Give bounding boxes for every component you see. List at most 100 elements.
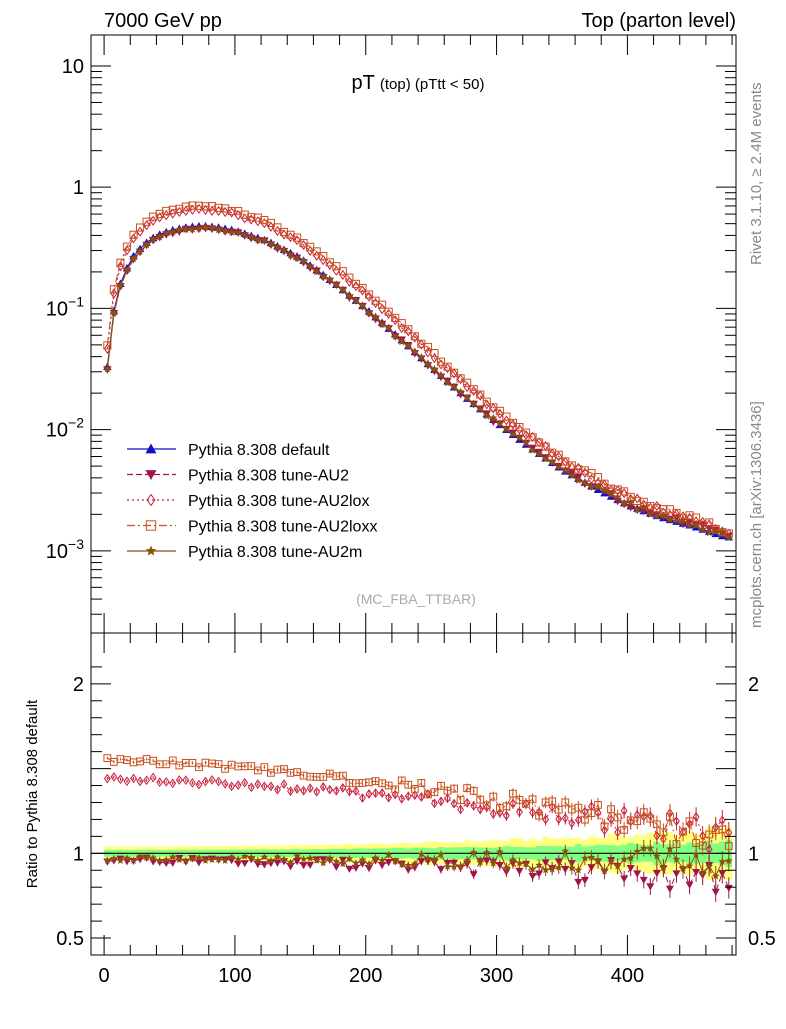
series-point-4	[266, 239, 275, 248]
series-point-3	[364, 290, 374, 299]
ratio-point-3	[626, 854, 635, 862]
ratio-point-1	[705, 844, 713, 855]
series-point-1	[371, 315, 380, 324]
series-point-4	[397, 337, 406, 346]
series-point-3	[541, 442, 550, 451]
ratio-point-0	[469, 871, 478, 879]
series-point-4	[535, 449, 544, 458]
series-point-3	[528, 433, 537, 442]
ratio-point-3	[548, 865, 556, 873]
ratio-point-1	[202, 776, 209, 787]
series-point-4	[639, 503, 648, 511]
ratio-point-1	[293, 784, 301, 794]
series-point-3	[103, 341, 112, 350]
ratio-point-0	[633, 870, 642, 878]
ratio-point-3	[424, 854, 432, 862]
series-point-2	[411, 332, 419, 343]
main-series	[103, 201, 734, 542]
ratio-point-2	[404, 780, 413, 789]
ratio-point-1	[267, 781, 275, 792]
series-point-2	[620, 488, 628, 499]
ratio-point-2	[522, 799, 530, 808]
ratio-point-1	[319, 782, 327, 792]
series-point-3	[436, 357, 446, 366]
ratio-point-1	[260, 781, 268, 792]
legend-marker-4	[145, 545, 157, 556]
ratio-point-2	[509, 789, 517, 798]
series-point-2	[103, 343, 111, 354]
ratio-point-1	[470, 800, 478, 811]
series-point-2	[129, 233, 138, 244]
series-point-3	[129, 230, 138, 239]
series-point-4	[273, 243, 282, 251]
ratio-ytick-label-right: 2	[748, 674, 759, 696]
ratio-point-3	[155, 856, 164, 864]
ratio-point-3	[175, 855, 184, 864]
ratio-point-0	[234, 860, 243, 868]
ratio-point-2	[548, 797, 557, 806]
ratio-point-2	[679, 827, 687, 836]
series-point-3	[391, 313, 400, 322]
series-point-2	[162, 210, 170, 221]
main-ticks: 10 1 10−1 10−2 10−3	[46, 35, 736, 633]
ratio-point-3	[227, 852, 236, 861]
series-point-3	[286, 230, 295, 239]
series-point-4	[672, 516, 681, 525]
series-point-3	[463, 378, 472, 387]
ratio-point-1	[339, 783, 347, 793]
ratio-xtick-label: 200	[349, 965, 382, 987]
ratio-point-3	[188, 854, 197, 863]
ratio-point-0	[345, 865, 354, 873]
legend-marker-2	[146, 493, 156, 507]
series-point-3	[319, 252, 328, 261]
series-point-3	[227, 206, 236, 216]
series-point-3	[508, 418, 518, 428]
ratio-point-2	[587, 809, 596, 818]
ratio-point-0	[646, 883, 655, 891]
series-point-4	[613, 492, 622, 501]
series-point-3	[338, 267, 347, 276]
series-point-4	[201, 222, 210, 231]
series-point-2	[273, 225, 281, 237]
series-point-4	[391, 332, 400, 340]
series-point-4	[698, 525, 707, 533]
ratio-point-3	[384, 850, 393, 859]
series-point-4	[312, 267, 321, 276]
ratio-point-1	[313, 786, 321, 797]
ratio-point-3	[705, 862, 713, 870]
header-left: 7000 GeV pp	[104, 10, 222, 32]
series-point-3	[312, 247, 321, 256]
series-point-2	[463, 382, 471, 393]
ratio-point-2	[574, 803, 583, 812]
ratio-point-3	[600, 866, 609, 875]
ratio-point-0	[620, 875, 629, 883]
series-point-4	[508, 429, 517, 438]
series-point-4	[685, 521, 694, 529]
rivet-label: Rivet 3.1.10, ≥ 2.4M events	[748, 83, 765, 266]
ratio-point-1	[208, 775, 216, 785]
ratio-point-2	[620, 825, 629, 834]
series-point-4	[567, 471, 576, 480]
ratio-point-1	[378, 788, 386, 798]
ratio-point-3	[692, 850, 700, 858]
series-point-3	[221, 204, 230, 213]
series-point-4	[515, 432, 524, 441]
ratio-point-3	[568, 864, 576, 872]
ratio-point-3	[541, 866, 550, 874]
series-point-3	[554, 450, 563, 459]
series-point-2	[705, 519, 713, 530]
series-point-4	[286, 250, 295, 259]
series-point-2	[502, 415, 510, 426]
series-point-4	[208, 223, 217, 232]
ratio-point-3	[711, 872, 720, 880]
ratio-xtick-label: 400	[611, 965, 644, 987]
ratio-point-0	[535, 870, 544, 878]
ratio-point-3	[240, 852, 249, 860]
series-point-3	[378, 300, 387, 309]
series-point-3	[443, 362, 452, 371]
ratio-point-2	[646, 814, 655, 823]
series-point-4	[247, 233, 256, 241]
main-title-sub: (top) (pTtt < 50)	[380, 76, 485, 93]
series-point-3	[142, 217, 151, 226]
ratio-ylabel: Ratio to Pythia 8.308 default	[24, 699, 41, 888]
